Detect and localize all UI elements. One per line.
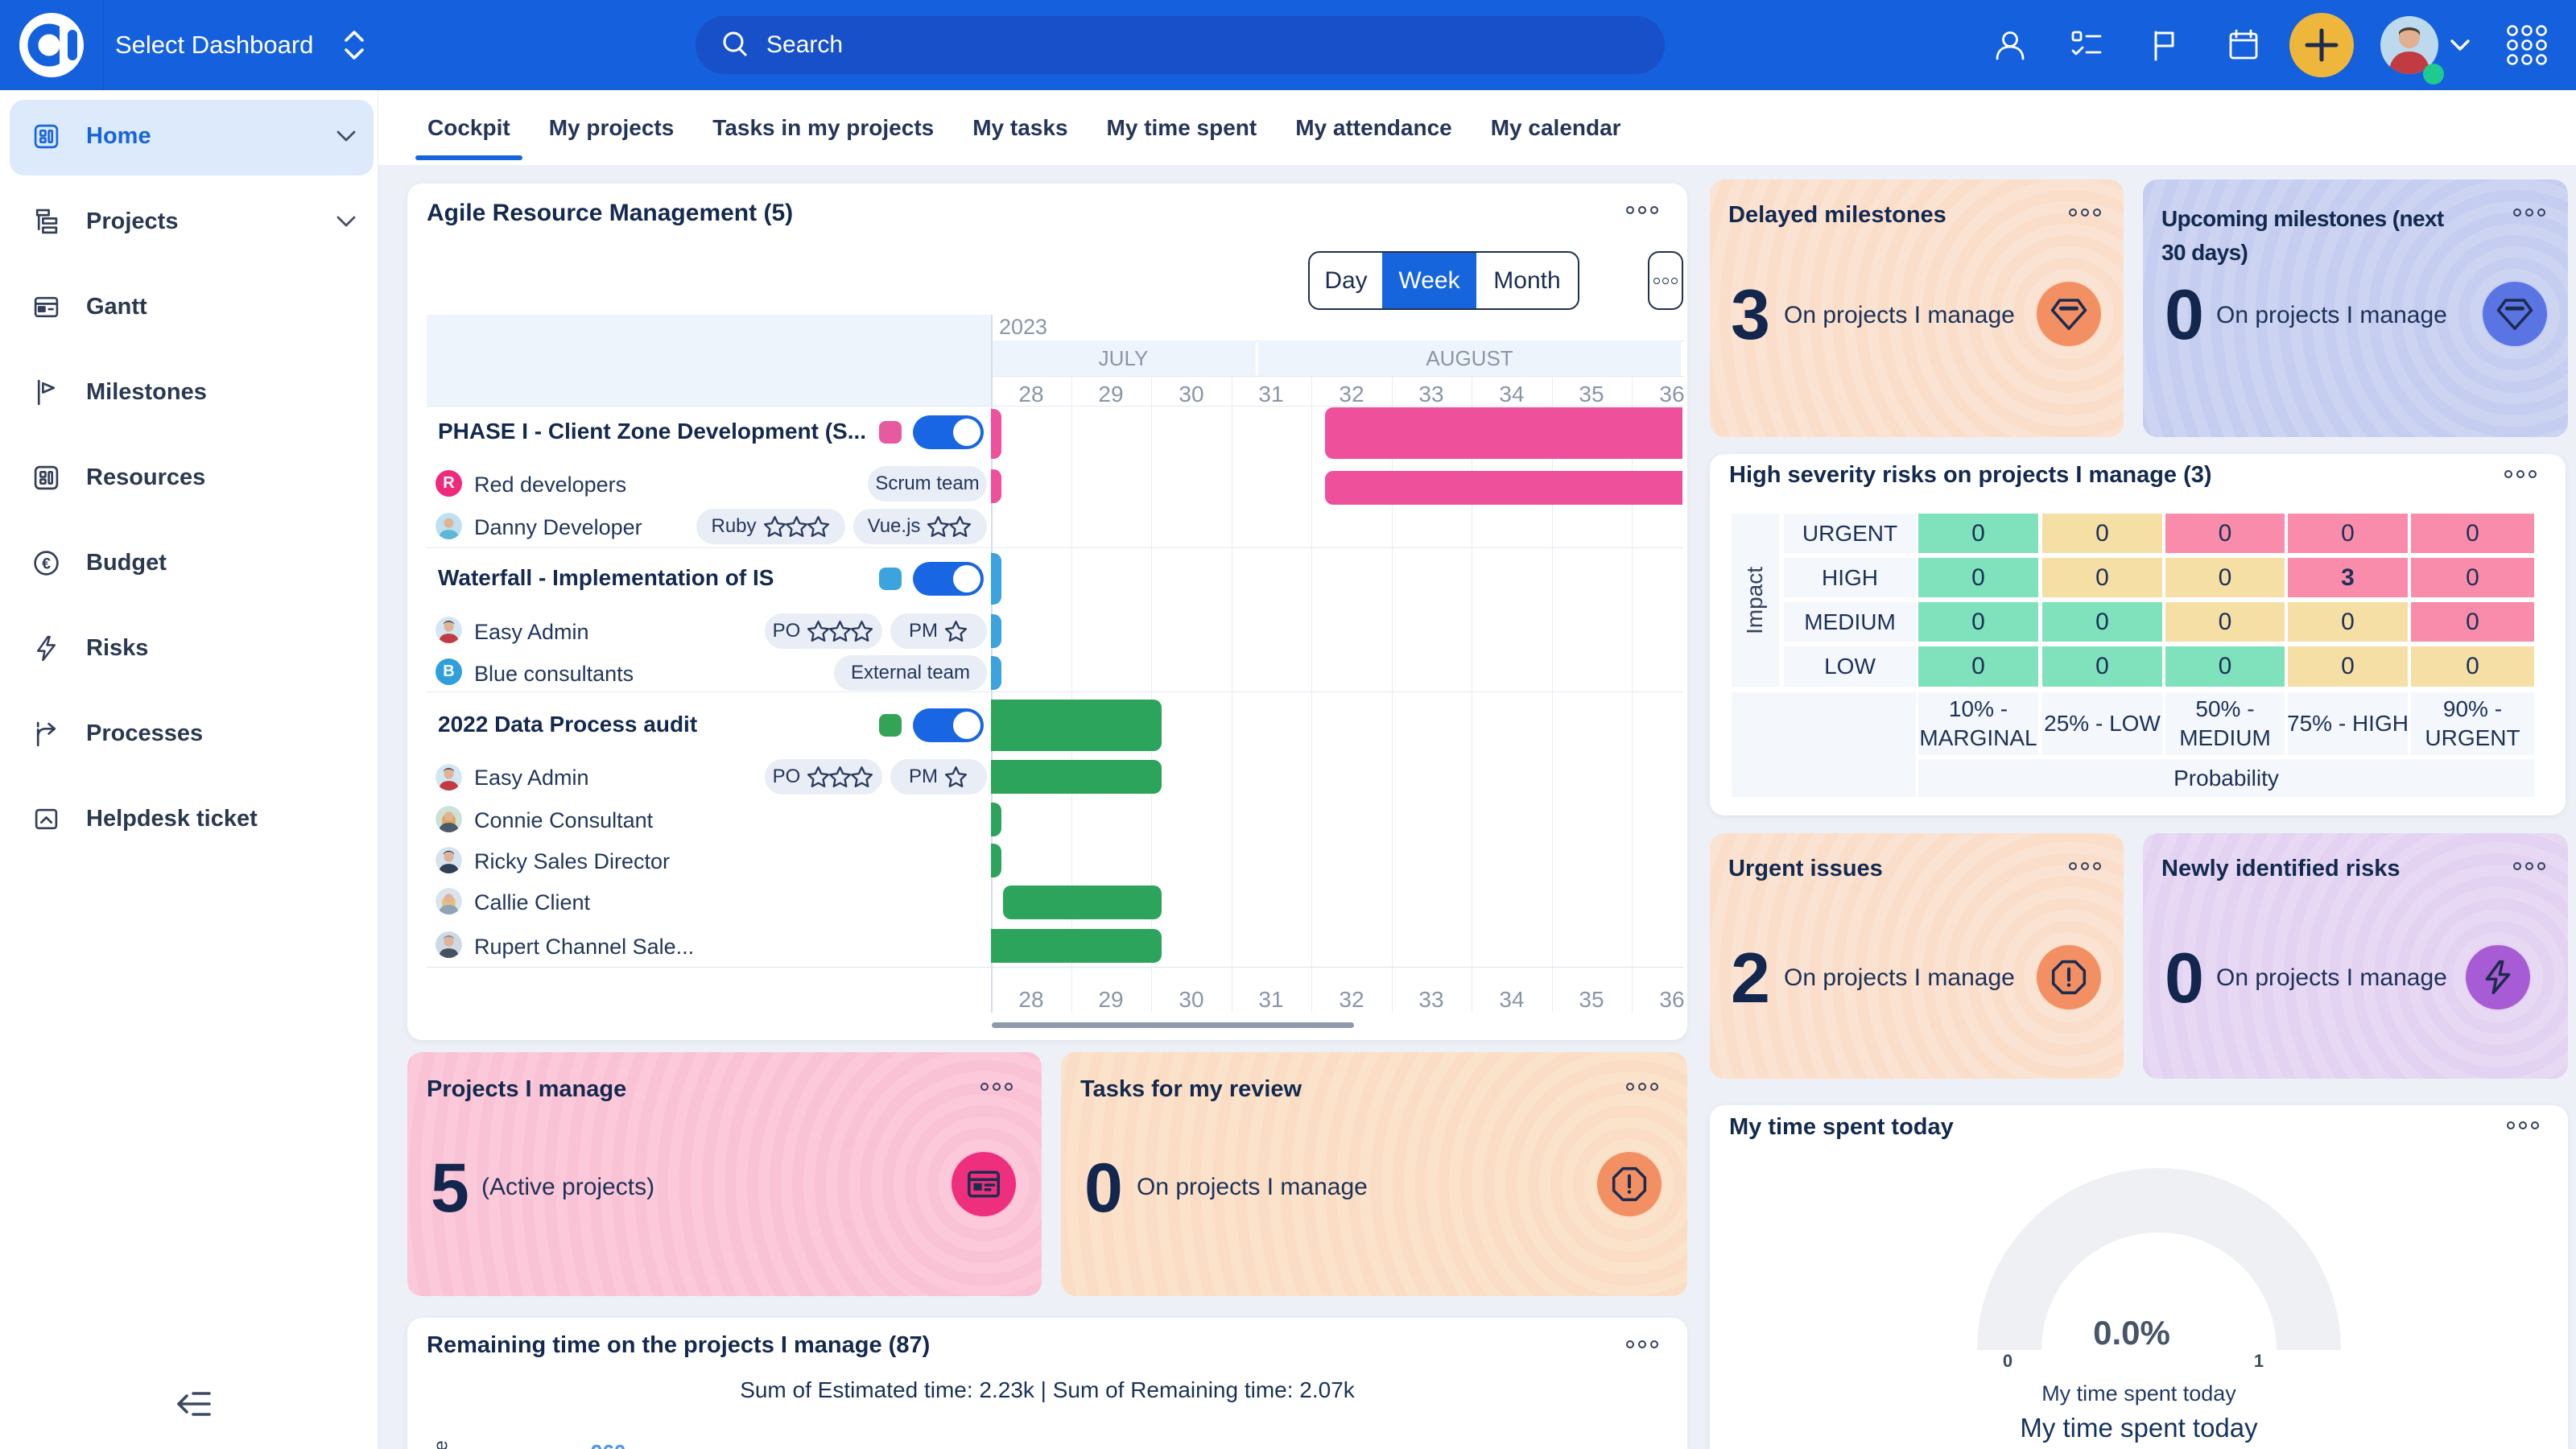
- svg-text:€: €: [42, 555, 51, 572]
